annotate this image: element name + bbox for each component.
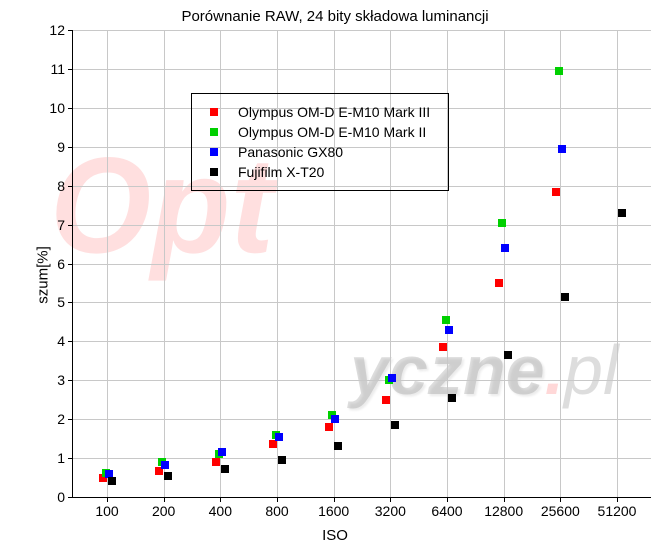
data-point [221, 465, 229, 473]
plot-area: 0123456789101112100200400800160032006400… [72, 30, 651, 498]
gridline-h [73, 225, 651, 226]
legend-marker [210, 108, 218, 116]
legend-marker [210, 148, 218, 156]
y-tick-label: 8 [35, 178, 73, 194]
data-point [448, 394, 456, 402]
x-axis-label: ISO [322, 527, 348, 544]
chart-title: Porównanie RAW, 24 bity składowa luminan… [0, 8, 670, 25]
y-tick-label: 0 [35, 489, 73, 505]
y-tick-label: 2 [35, 411, 73, 427]
data-point [269, 440, 277, 448]
x-tick-label: 400 [209, 497, 232, 519]
x-tick-label: 6400 [431, 497, 462, 519]
data-point [498, 219, 506, 227]
legend-label: Olympus OM-D E-M10 Mark III [238, 102, 430, 122]
y-tick-label: 6 [35, 256, 73, 272]
data-point [161, 461, 169, 469]
gridline-v [107, 30, 108, 497]
data-point [108, 477, 116, 485]
gridline-v [504, 30, 505, 497]
legend-row: Olympus OM-D E-M10 Mark III [202, 102, 430, 122]
data-point [555, 67, 563, 75]
y-tick-label: 4 [35, 333, 73, 349]
x-tick-label: 100 [95, 497, 118, 519]
legend-label: Olympus OM-D E-M10 Mark II [238, 122, 426, 142]
legend-row: Olympus OM-D E-M10 Mark II [202, 122, 430, 142]
data-point [212, 458, 220, 466]
gridline-h [73, 419, 651, 420]
gridline-h [73, 380, 651, 381]
y-tick-label: 10 [35, 100, 73, 116]
gridline-h [73, 69, 651, 70]
gridline-h [73, 30, 651, 31]
legend: Olympus OM-D E-M10 Mark IIIOlympus OM-D … [191, 93, 449, 191]
data-point [164, 472, 172, 480]
x-tick-label: 800 [265, 497, 288, 519]
data-point [504, 351, 512, 359]
legend-label: Panasonic GX80 [238, 142, 343, 162]
y-tick-label: 7 [35, 217, 73, 233]
data-point [439, 343, 447, 351]
x-tick-label: 200 [152, 497, 175, 519]
legend-marker [210, 168, 218, 176]
gridline-v [617, 30, 618, 497]
data-point [325, 423, 333, 431]
y-tick-label: 11 [35, 61, 73, 77]
x-tick-label: 12800 [484, 497, 523, 519]
data-point [331, 415, 339, 423]
data-point [561, 293, 569, 301]
data-point [278, 456, 286, 464]
legend-row: Fujifilm X-T20 [202, 162, 430, 182]
data-point [445, 326, 453, 334]
data-point [275, 433, 283, 441]
data-point [558, 145, 566, 153]
data-point [501, 244, 509, 252]
x-tick-label: 25600 [541, 497, 580, 519]
gridline-v [560, 30, 561, 497]
data-point [218, 448, 226, 456]
gridline-h [73, 264, 651, 265]
y-tick-label: 5 [35, 294, 73, 310]
data-point [442, 316, 450, 324]
x-tick-label: 51200 [598, 497, 637, 519]
data-point [618, 209, 626, 217]
x-tick-label: 1600 [318, 497, 349, 519]
gridline-h [73, 341, 651, 342]
data-point [382, 396, 390, 404]
data-point [552, 188, 560, 196]
data-point [388, 374, 396, 382]
gridline-v [164, 30, 165, 497]
x-tick-label: 3200 [375, 497, 406, 519]
data-point [334, 442, 342, 450]
legend-marker [210, 128, 218, 136]
y-tick-label: 9 [35, 139, 73, 155]
data-point [391, 421, 399, 429]
y-tick-label: 12 [35, 22, 73, 38]
legend-label: Fujifilm X-T20 [238, 162, 324, 182]
chart-container: Opt yczne.pl Porównanie RAW, 24 bity skł… [0, 0, 670, 550]
data-point [495, 279, 503, 287]
gridline-h [73, 302, 651, 303]
y-tick-label: 3 [35, 372, 73, 388]
y-tick-label: 1 [35, 450, 73, 466]
legend-row: Panasonic GX80 [202, 142, 430, 162]
